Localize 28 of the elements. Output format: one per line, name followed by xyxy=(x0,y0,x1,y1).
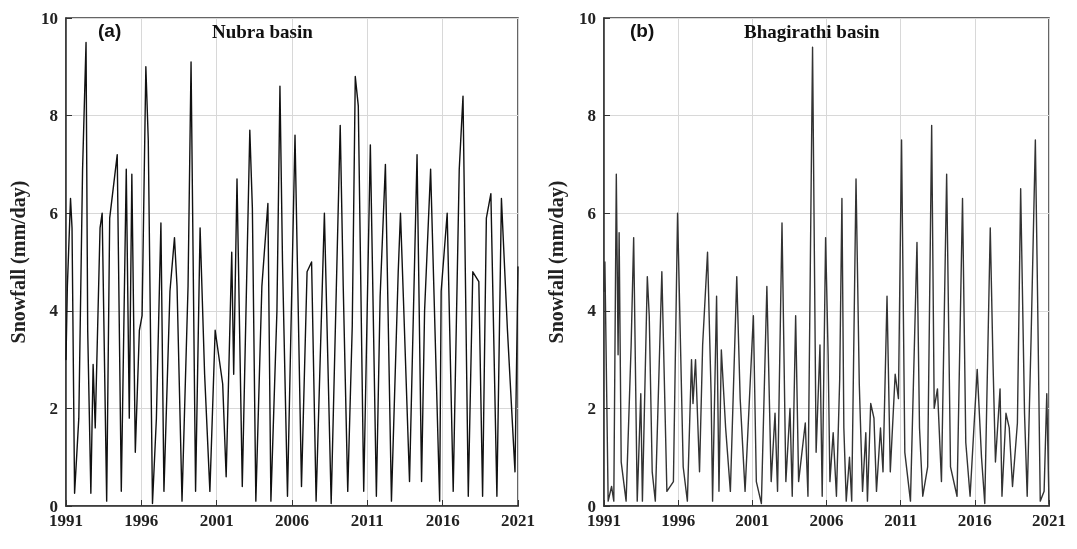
x-tick-label: 2006 xyxy=(275,511,309,530)
x-tick-label: 2016 xyxy=(957,511,992,530)
y-tick-label: 4 xyxy=(49,301,59,321)
y-tick-label: 10 xyxy=(579,8,596,28)
x-tick-label: 2011 xyxy=(884,511,918,530)
y-tick-label: 2 xyxy=(49,398,58,418)
x-tick-label: 2001 xyxy=(199,511,234,530)
y-tick-label: 6 xyxy=(49,203,58,223)
x-tick-label: 2006 xyxy=(809,511,844,530)
y-tick-label: 10 xyxy=(41,8,58,28)
x-tick-label: 1996 xyxy=(661,511,696,530)
x-tick-label: 2021 xyxy=(1032,511,1066,530)
x-tick-label: 2001 xyxy=(735,511,770,530)
x-tick-label: 1996 xyxy=(124,511,159,530)
y-tick-label: 4 xyxy=(587,301,597,321)
chart-title: Nubra basin xyxy=(212,21,314,42)
y-tick-label: 8 xyxy=(49,106,58,126)
y-axis-title: Snowfall (mm/day) xyxy=(7,180,30,344)
y-tick-label: 2 xyxy=(587,398,596,418)
x-tick-label: 2021 xyxy=(501,511,535,530)
annotation: (b) xyxy=(630,20,655,41)
annotation: (a) xyxy=(98,20,122,41)
x-tick-label: 2016 xyxy=(425,511,460,530)
chart-title: Bhagirathi basin xyxy=(744,21,881,42)
x-tick-label: 2011 xyxy=(350,511,384,530)
y-tick-label: 8 xyxy=(587,106,596,126)
y-axis-title: Snowfall (mm/day) xyxy=(545,180,568,344)
y-tick-label: 6 xyxy=(587,203,596,223)
